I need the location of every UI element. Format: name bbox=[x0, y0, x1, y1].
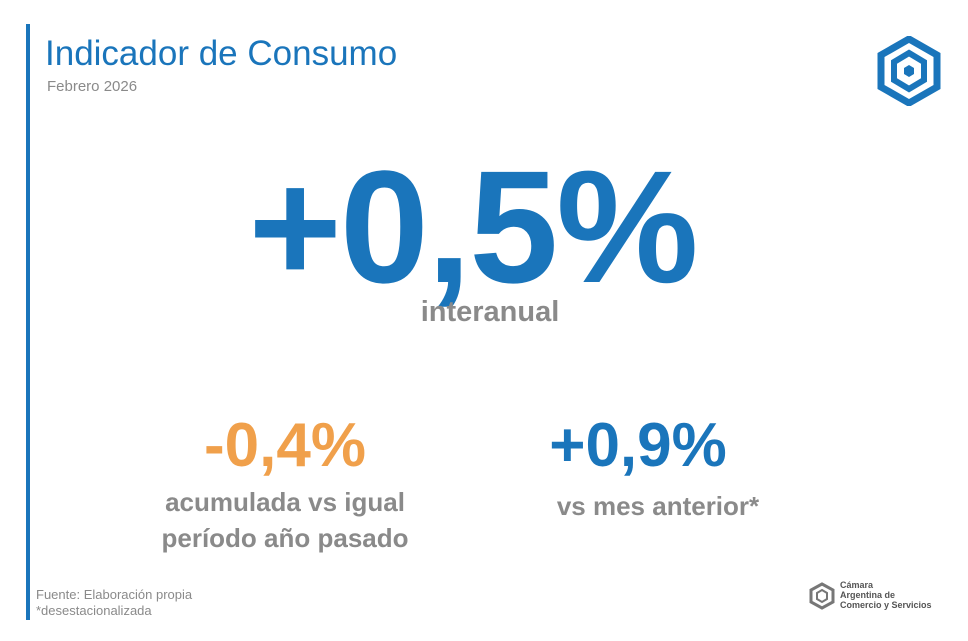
brand-line: Cámara bbox=[840, 580, 874, 590]
note: *desestacionalizada bbox=[36, 603, 152, 618]
label-line: período año pasado bbox=[161, 523, 409, 553]
main-value: +0,5% bbox=[248, 137, 698, 316]
label-line: acumulada vs igual bbox=[165, 487, 405, 517]
indicator-value: +0,9% bbox=[549, 411, 727, 480]
subtitle: Febrero 2026 bbox=[47, 78, 138, 95]
indicator-label: acumulada vs igual período año pasado bbox=[125, 484, 445, 556]
brand-text: Cámara Argentina de Comercio y Servicios bbox=[840, 580, 932, 610]
accent-bar bbox=[26, 24, 30, 620]
logo bbox=[877, 36, 941, 106]
indicator-label: vs mes anterior* bbox=[498, 488, 818, 524]
title: Indicador de Consumo bbox=[45, 34, 398, 73]
source: Fuente: Elaboración propia bbox=[36, 587, 193, 602]
brand-line: Comercio y Servicios bbox=[840, 600, 932, 610]
brand-line: Argentina de bbox=[840, 590, 896, 600]
main-label: interanual bbox=[420, 296, 560, 328]
indicator-value: -0,4% bbox=[204, 411, 366, 480]
label-line: vs mes anterior* bbox=[556, 491, 760, 521]
brand-icon bbox=[809, 582, 835, 610]
